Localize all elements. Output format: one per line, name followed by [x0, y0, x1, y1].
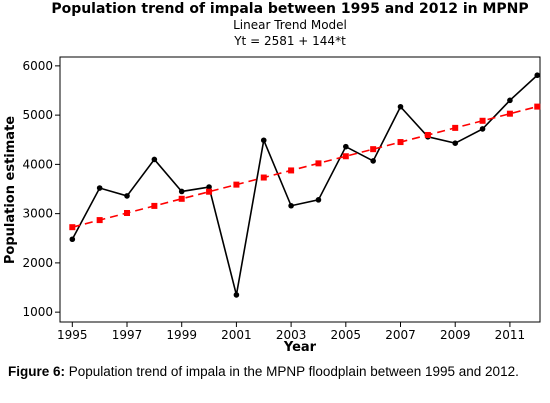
point: [96, 185, 103, 191]
series-line: [71, 74, 538, 296]
y-tick-label: 2000: [22, 256, 53, 270]
point: [452, 124, 459, 131]
point: [233, 292, 240, 298]
x-tick-label: 2011: [495, 328, 526, 342]
point: [178, 188, 185, 195]
point: [342, 153, 349, 160]
x-tick-label: 2005: [331, 328, 362, 342]
y-tick-label: 1000: [22, 305, 53, 319]
subtitle: Yt = 2581 + 144*t: [233, 34, 346, 48]
point: [151, 202, 158, 209]
point: [151, 156, 158, 163]
point: [233, 181, 240, 188]
point: [424, 131, 431, 138]
y-tick-label: 4000: [22, 157, 53, 171]
point: [69, 236, 76, 243]
caption-label: Figure 6:: [8, 364, 66, 379]
point: [479, 126, 486, 132]
point: [288, 202, 294, 209]
point: [315, 160, 322, 167]
plot-frame: [59, 56, 541, 323]
point: [315, 197, 322, 203]
x-tick-label: 1995: [57, 328, 88, 342]
point: [69, 224, 76, 231]
point: [534, 72, 541, 79]
chart-title: Population trend of impala between 1995 …: [51, 1, 528, 17]
y-tick-label: 5000: [22, 108, 53, 122]
x-tick-label: 2003: [276, 328, 307, 342]
series-line: [72, 105, 538, 228]
point: [124, 193, 130, 199]
point: [452, 140, 459, 146]
point: [260, 174, 267, 181]
point: [370, 158, 376, 164]
subtitle: Linear Trend Model: [233, 18, 347, 32]
chart: Population trend of impala between 1995 …: [3, 1, 541, 355]
point: [506, 110, 513, 117]
point: [288, 167, 295, 174]
x-tick-label: 2009: [440, 328, 471, 342]
point: [96, 217, 103, 224]
point: [397, 139, 404, 146]
point: [370, 146, 377, 153]
x-axis-label: Year: [283, 340, 317, 355]
point: [206, 188, 213, 195]
y-tick-label: 6000: [22, 59, 53, 73]
point: [178, 195, 185, 202]
point: [479, 117, 486, 124]
point: [534, 103, 541, 110]
x-tick-label: 2007: [385, 328, 416, 342]
caption: Figure 6: Population trend of impala in …: [8, 364, 548, 380]
x-tick-label: 1999: [166, 328, 197, 342]
x-tick-label: 2001: [221, 328, 252, 342]
y-tick-label: 3000: [22, 207, 53, 221]
point: [507, 97, 513, 104]
x-tick-label: 1997: [112, 328, 143, 342]
y-axis-label: Population estimate: [3, 116, 18, 264]
point: [343, 143, 349, 150]
point: [124, 209, 131, 216]
point: [397, 103, 404, 110]
point: [260, 137, 267, 144]
caption-text: Population trend of impala in the MPNP f…: [65, 364, 519, 379]
point: [206, 184, 212, 190]
